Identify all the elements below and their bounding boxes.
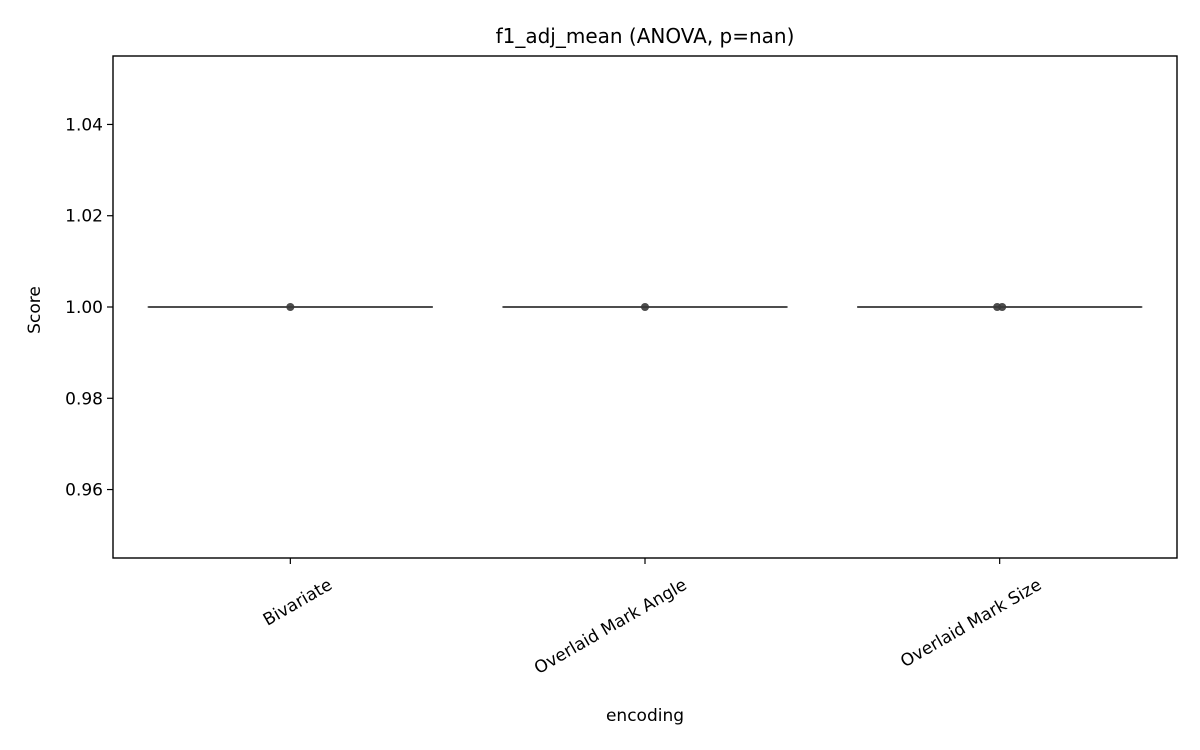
plot-area: 0.96 0.98 1.00 1.02 1.04 Bivariate Overlaid Ma…: [65, 55, 1178, 679]
data-point-3: [998, 303, 1007, 311]
x-tick-label-0: Bivariate: [260, 575, 336, 630]
x-tick-label-2: Overlaid Mark Size: [897, 575, 1045, 672]
y-tick-label-1: 0.98: [65, 389, 103, 409]
data-point-0: [286, 303, 295, 311]
y-tick-label-2: 1.00: [65, 298, 103, 318]
x-axis-title: encoding: [606, 706, 684, 726]
y-tick-label-0: 0.96: [65, 481, 103, 501]
y-axis-title: Score: [25, 286, 45, 334]
x-tick-label-1: Overlaid Mark Angle: [531, 575, 691, 679]
y-tick-label-4: 1.04: [65, 115, 103, 135]
y-tick-label-3: 1.02: [65, 207, 103, 227]
data-point-1: [641, 303, 649, 311]
chart-title: f1_adj_mean (ANOVA, p=nan): [496, 24, 795, 48]
